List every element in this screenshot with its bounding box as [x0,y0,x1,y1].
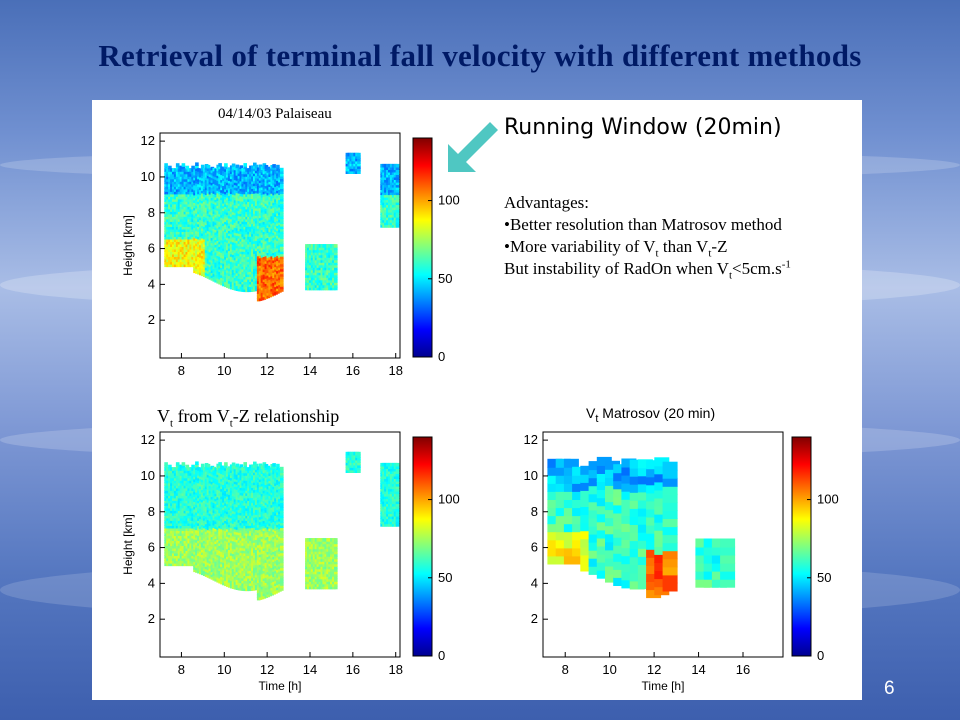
advantages-text: Advantages: •Better resolution than Matr… [504,192,849,282]
y-tick-label: 10 [141,468,155,483]
x-tick-label: 12 [260,662,274,677]
colorbar-tick-label: 50 [817,570,831,585]
colorbar [412,137,433,358]
instability-note: But instability of RadOn when Vt<5cm.s-1 [504,258,791,282]
y-tick-label: 6 [531,540,538,555]
x-tick-label: 12 [647,662,661,677]
y-tick-label: 4 [148,276,155,291]
plot-frame [542,431,784,658]
echo-field [164,152,400,302]
x-tick-label: 14 [303,662,317,677]
y-tick-label: 6 [148,540,155,555]
colorbar-tick-label: 0 [817,648,824,663]
colorbar-tick-label: 50 [438,271,452,286]
y-axis-label: Height [km] [121,514,135,575]
x-tick-label: 8 [178,363,185,378]
y-tick-label: 2 [531,611,538,626]
x-tick-label: 10 [217,662,231,677]
echo-field [547,456,736,599]
y-tick-label: 2 [148,312,155,327]
y-tick-label: 12 [524,432,538,447]
x-tick-label: 8 [178,662,185,677]
advantage-bullet-1: •Better resolution than Matrosov method [504,215,782,234]
y-tick-label: 4 [531,575,538,590]
vt-z-title: Vt from Vt-Z relationship [157,406,340,430]
plot-frame [159,431,401,658]
x-tick-label: 12 [260,363,274,378]
y-tick-label: 10 [141,169,155,184]
x-tick-label: 14 [691,662,705,677]
running-window-heading: Running Window (20min) [504,115,782,140]
x-axis-label: Time [h] [642,679,685,693]
colorbar [791,436,812,657]
plot-frame [159,132,401,359]
colorbar-tick-label: 0 [438,648,445,663]
colorbar-tick-label: 100 [817,492,839,507]
y-tick-label: 6 [148,241,155,256]
y-axis-label: Height [km] [121,215,135,276]
x-tick-label: 18 [388,363,402,378]
y-tick-label: 10 [524,468,538,483]
x-tick-label: 10 [217,363,231,378]
echo-field [164,451,400,601]
x-tick-label: 14 [303,363,317,378]
slide-title: Retrieval of terminal fall velocity with… [98,38,862,73]
matrosov-title: Vt Matrosov (20 min) [586,405,716,425]
colorbar-tick-label: 100 [438,193,460,208]
x-tick-label: 16 [736,662,750,677]
colorbar-tick-label: 50 [438,570,452,585]
advantage-bullet-2: •More variability of Vt than Vt-Z [504,237,728,260]
colorbar [412,436,433,657]
y-tick-label: 12 [141,432,155,447]
x-tick-label: 16 [346,363,360,378]
x-tick-label: 18 [388,662,402,677]
y-tick-label: 4 [148,575,155,590]
y-tick-label: 8 [148,504,155,519]
x-tick-label: 8 [562,662,569,677]
y-tick-label: 8 [531,504,538,519]
pointer-arrow-icon [448,122,498,172]
page-number: 6 [884,678,895,699]
colorbar-tick-label: 100 [438,492,460,507]
x-tick-label: 10 [602,662,616,677]
colorbar-tick-label: 0 [438,349,445,364]
advantages-label: Advantages: [504,193,589,212]
x-axis-label: Time [h] [259,679,302,693]
x-tick-label: 16 [346,662,360,677]
y-tick-label: 8 [148,205,155,220]
date-label: 04/14/03 Palaiseau [218,106,332,122]
y-tick-label: 12 [141,133,155,148]
y-tick-label: 2 [148,611,155,626]
